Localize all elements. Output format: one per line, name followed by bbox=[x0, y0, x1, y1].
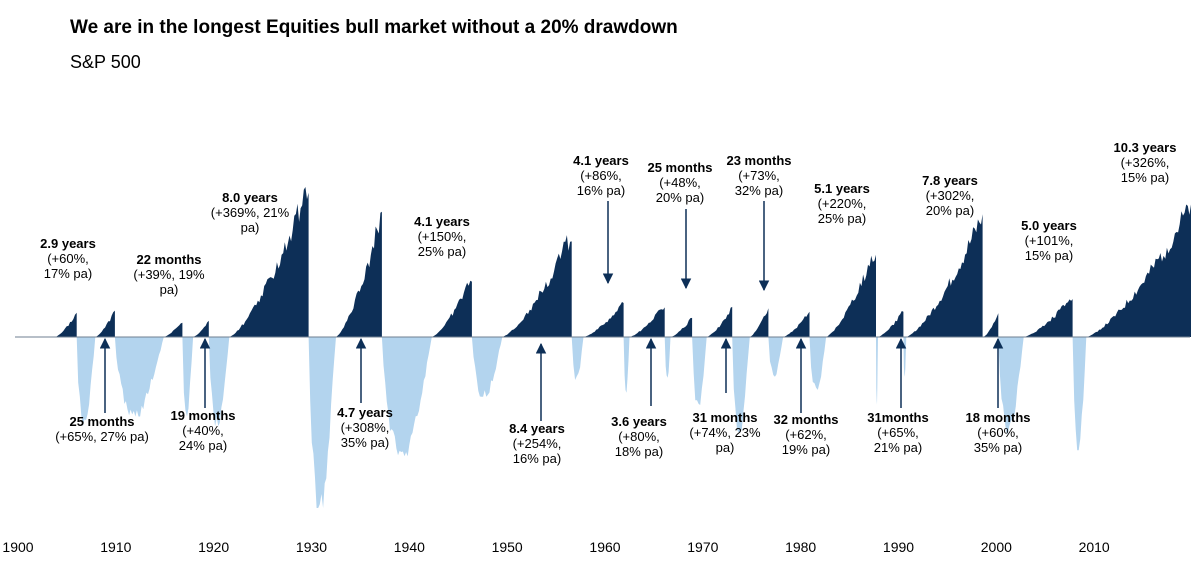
x-tick-label: 1970 bbox=[687, 539, 718, 555]
bull-market-area bbox=[95, 310, 115, 337]
bear-market-area bbox=[998, 337, 1024, 435]
bull-market-area bbox=[193, 320, 209, 337]
bear-market-area bbox=[623, 337, 630, 393]
x-tick-label: 2000 bbox=[981, 539, 1012, 555]
x-tick-label: 1930 bbox=[296, 539, 327, 555]
chart-title: We are in the longest Equities bull mark… bbox=[70, 17, 678, 38]
bear-market-area bbox=[664, 337, 671, 378]
bear-market-area bbox=[308, 337, 336, 508]
bull-market-area bbox=[336, 211, 382, 337]
annotation-label: 23 months (+73%, 32% pa) bbox=[726, 153, 791, 198]
bull-market-area bbox=[629, 307, 665, 337]
annotation-label: 32 months (+62%, 19% pa) bbox=[773, 412, 838, 457]
bull-market-area bbox=[502, 235, 572, 337]
x-tick-label: 1910 bbox=[100, 539, 131, 555]
x-tick-label: 1980 bbox=[785, 539, 816, 555]
bear-market-area bbox=[208, 337, 230, 427]
bear-market-area bbox=[381, 337, 432, 457]
bull-market-area bbox=[826, 254, 876, 337]
bull-market-area bbox=[783, 311, 810, 337]
annotation-label: 8.0 years (+369%, 21% pa) bbox=[211, 190, 290, 235]
x-tick-label: 1960 bbox=[589, 539, 620, 555]
bear-market-area bbox=[1072, 337, 1087, 451]
x-tick-label: 1900 bbox=[2, 539, 33, 555]
x-tick-label: 1990 bbox=[883, 539, 914, 555]
bull-market-area bbox=[163, 322, 183, 337]
annotation-label: 25 months (+65%, 27% pa) bbox=[55, 414, 149, 444]
bull-market-area bbox=[878, 311, 904, 337]
bear-market-area bbox=[809, 337, 827, 390]
bear-market-area bbox=[114, 337, 164, 417]
annotation-label: 4.1 years (+150%, 25% pa) bbox=[414, 214, 470, 259]
annotation-label: 31months (+65%, 21% pa) bbox=[867, 410, 928, 455]
bull-market-area bbox=[670, 317, 693, 337]
annotation-label: 3.6 years (+80%, 18% pa) bbox=[611, 414, 667, 459]
bear-market-area bbox=[571, 337, 584, 380]
bull-market-area bbox=[749, 308, 769, 337]
x-tick-label: 2010 bbox=[1079, 539, 1110, 555]
bear-market-area bbox=[182, 337, 194, 417]
annotation-label: 18 months (+60%, 35% pa) bbox=[965, 410, 1030, 455]
x-tick-label: 1940 bbox=[394, 539, 425, 555]
annotation-label: 10.3 years (+326%, 15% pa) bbox=[1114, 140, 1177, 185]
bull-market-area bbox=[1023, 299, 1073, 337]
bull-market-area bbox=[583, 302, 624, 337]
bear-market-area bbox=[76, 337, 96, 427]
annotation-label: 4.7 years (+308%, 35% pa) bbox=[337, 405, 393, 450]
bull-market-area bbox=[431, 280, 472, 337]
bull-market-area bbox=[55, 312, 77, 337]
annotation-label: 22 months (+39%, 19% pa) bbox=[133, 252, 205, 297]
x-tick-label: 1920 bbox=[198, 539, 229, 555]
bull-market-area bbox=[229, 187, 309, 337]
annotation-label: 31 months (+74%, 23% pa) bbox=[689, 410, 761, 455]
annotation-label: 8.4 years (+254%, 16% pa) bbox=[509, 421, 565, 466]
bull-market-area bbox=[983, 313, 999, 337]
annotation-label: 19 months (+40%, 24% pa) bbox=[170, 408, 235, 453]
bear-market-area bbox=[876, 337, 878, 405]
bull-market-area bbox=[1086, 204, 1191, 337]
annotation-label: 2.9 years (+60%, 17% pa) bbox=[40, 236, 96, 281]
annotation-label: 5.0 years (+101%, 15% pa) bbox=[1021, 218, 1077, 263]
x-tick-label: 1950 bbox=[492, 539, 523, 555]
bear-market-area bbox=[768, 337, 784, 377]
bear-market-area bbox=[903, 337, 907, 377]
annotation-label: 25 months (+48%, 20% pa) bbox=[647, 160, 712, 205]
bull-market-area bbox=[906, 214, 983, 337]
bear-market-area bbox=[471, 337, 503, 397]
bear-market-area bbox=[732, 337, 750, 433]
bull-market-area bbox=[706, 306, 733, 337]
chart-subtitle: S&P 500 bbox=[70, 52, 141, 72]
bear-market-area bbox=[692, 337, 707, 405]
annotation-label: 5.1 years (+220%, 25% pa) bbox=[814, 181, 870, 226]
annotation-label: 4.1 years (+86%, 16% pa) bbox=[573, 153, 629, 198]
annotation-label: 7.8 years (+302%, 20% pa) bbox=[922, 173, 978, 218]
